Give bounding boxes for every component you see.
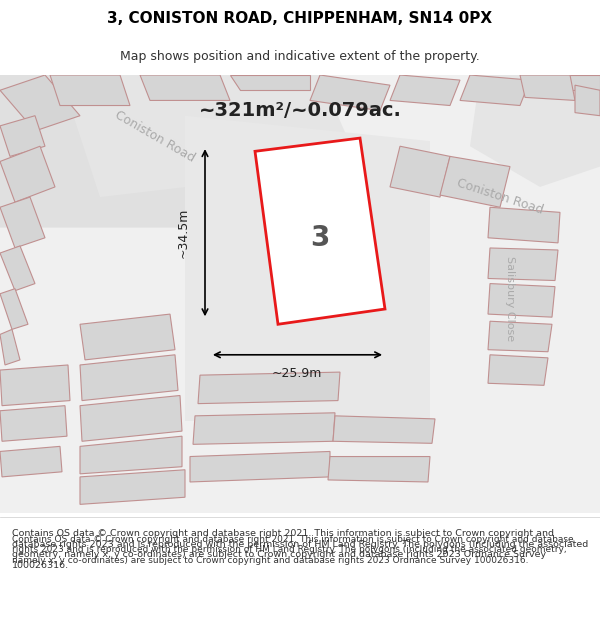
Text: 3, CONISTON ROAD, CHIPPENHAM, SN14 0PX: 3, CONISTON ROAD, CHIPPENHAM, SN14 0PX <box>107 11 493 26</box>
Polygon shape <box>0 365 70 406</box>
Polygon shape <box>0 116 45 156</box>
Text: ~25.9m: ~25.9m <box>272 367 322 379</box>
Polygon shape <box>60 75 360 197</box>
Polygon shape <box>575 85 600 116</box>
Text: ~321m²/~0.079ac.: ~321m²/~0.079ac. <box>199 101 401 120</box>
Polygon shape <box>193 412 335 444</box>
Polygon shape <box>488 355 548 386</box>
Polygon shape <box>80 314 175 360</box>
Polygon shape <box>0 329 20 365</box>
Polygon shape <box>80 355 178 401</box>
Polygon shape <box>390 146 450 197</box>
Text: Contains OS data © Crown copyright and database right 2021. This information is : Contains OS data © Crown copyright and d… <box>12 535 574 565</box>
Polygon shape <box>80 470 185 504</box>
Polygon shape <box>185 116 430 421</box>
Polygon shape <box>470 75 600 187</box>
Polygon shape <box>140 75 230 101</box>
Polygon shape <box>80 436 182 474</box>
Text: Map shows position and indicative extent of the property.: Map shows position and indicative extent… <box>120 50 480 62</box>
Polygon shape <box>390 75 460 106</box>
Text: ~34.5m: ~34.5m <box>176 208 190 258</box>
Polygon shape <box>0 246 35 291</box>
Polygon shape <box>230 75 310 90</box>
Polygon shape <box>198 372 340 404</box>
Polygon shape <box>0 75 250 228</box>
Polygon shape <box>255 138 385 324</box>
Polygon shape <box>488 248 558 281</box>
Text: 3: 3 <box>310 224 329 252</box>
Polygon shape <box>488 208 560 243</box>
Polygon shape <box>0 406 67 441</box>
Polygon shape <box>333 416 435 443</box>
Polygon shape <box>0 197 45 248</box>
Polygon shape <box>0 75 80 131</box>
Polygon shape <box>50 75 130 106</box>
Polygon shape <box>190 451 330 482</box>
Polygon shape <box>540 75 600 90</box>
Polygon shape <box>488 321 552 352</box>
Text: Contains OS data © Crown copyright and database right 2021. This information is : Contains OS data © Crown copyright and d… <box>12 529 588 569</box>
Polygon shape <box>440 156 510 208</box>
Text: Salisbury Close: Salisbury Close <box>505 256 515 341</box>
Polygon shape <box>0 446 62 477</box>
Polygon shape <box>520 75 575 101</box>
Polygon shape <box>460 75 530 106</box>
Polygon shape <box>328 456 430 482</box>
Polygon shape <box>488 284 555 317</box>
Text: Coniston Road: Coniston Road <box>455 177 545 217</box>
Polygon shape <box>80 396 182 441</box>
Text: Coniston Road: Coniston Road <box>113 108 197 164</box>
Polygon shape <box>310 75 390 111</box>
Polygon shape <box>0 146 55 202</box>
Polygon shape <box>0 289 28 329</box>
